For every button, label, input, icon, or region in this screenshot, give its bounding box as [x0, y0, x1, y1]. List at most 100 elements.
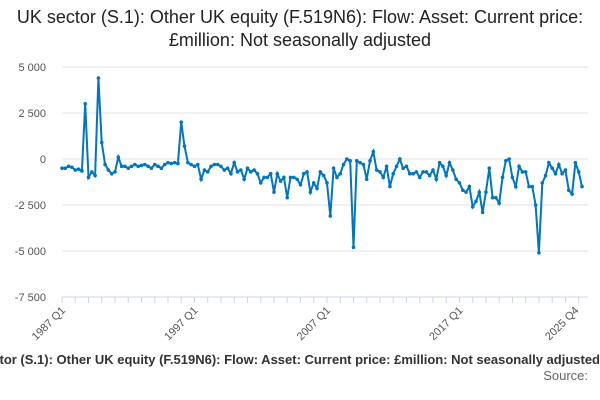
data-point	[560, 171, 564, 176]
data-point	[354, 159, 359, 163]
data-point	[451, 168, 455, 172]
data-point	[500, 175, 505, 180]
source-label: Source:	[543, 368, 588, 383]
data-point	[99, 140, 104, 145]
data-point	[388, 184, 392, 189]
data-point	[434, 177, 439, 182]
data-point	[255, 171, 260, 176]
data-point	[116, 155, 121, 159]
data-point	[361, 162, 366, 167]
data-point	[550, 166, 554, 170]
data-point	[381, 175, 386, 180]
data-point	[351, 245, 356, 250]
data-point	[490, 195, 495, 200]
data-point	[295, 177, 299, 182]
x-tick-label: 2007 Q1	[295, 305, 333, 343]
data-point	[83, 102, 87, 106]
data-point	[268, 171, 273, 176]
data-point	[288, 175, 293, 180]
data-point	[378, 170, 382, 174]
data-point	[315, 186, 319, 191]
data-point	[437, 160, 442, 165]
data-point	[186, 160, 190, 165]
data-point	[139, 163, 144, 168]
data-point	[136, 164, 140, 169]
data-point	[96, 76, 101, 80]
data-point	[484, 190, 488, 194]
data-point	[401, 166, 405, 170]
data-point	[66, 164, 71, 169]
data-point	[305, 170, 309, 174]
x-tick-label: 1997 Q1	[162, 305, 200, 343]
data-point	[421, 170, 425, 174]
data-point	[169, 161, 174, 166]
data-point	[119, 164, 124, 169]
data-point	[523, 170, 528, 174]
x-tick-label: 2017 Q1	[427, 305, 465, 343]
data-point	[457, 181, 462, 185]
data-point	[517, 164, 521, 169]
y-tick-label: 2 500	[18, 108, 46, 120]
data-point	[212, 162, 217, 167]
data-point	[282, 175, 286, 180]
data-point	[427, 173, 432, 178]
data-point	[374, 168, 379, 172]
data-point	[563, 168, 568, 172]
data-point	[146, 164, 150, 169]
data-point	[63, 166, 68, 170]
data-point	[275, 171, 280, 176]
data-point	[338, 171, 343, 176]
data-point	[328, 214, 333, 218]
data-point	[245, 166, 250, 170]
data-point	[358, 160, 362, 165]
data-point	[189, 162, 193, 167]
data-point	[129, 164, 134, 169]
data-point	[239, 168, 243, 172]
data-point	[325, 181, 329, 185]
data-point	[179, 120, 184, 124]
data-point	[431, 168, 435, 172]
data-point	[470, 205, 475, 209]
data-point	[368, 159, 372, 163]
data-point	[76, 167, 81, 171]
data-point	[272, 190, 276, 194]
data-point	[398, 157, 402, 161]
data-point	[467, 184, 472, 189]
data-point	[199, 177, 203, 182]
data-point	[308, 190, 313, 194]
data-point	[444, 173, 449, 178]
data-point	[156, 164, 160, 169]
data-point	[176, 161, 180, 166]
data-point	[123, 164, 127, 169]
data-point	[232, 160, 237, 165]
data-point	[311, 181, 316, 185]
data-point	[292, 175, 296, 180]
data-point	[477, 190, 482, 194]
data-point	[504, 159, 508, 163]
data-point	[262, 175, 266, 180]
data-point	[143, 162, 147, 167]
data-point	[298, 182, 303, 187]
data-point	[394, 164, 399, 169]
data-point	[441, 164, 445, 169]
data-point	[414, 170, 419, 174]
chart-title: UK sector (S.1): Other UK equity (F.519N…	[16, 7, 584, 50]
data-point	[580, 184, 584, 189]
data-point	[487, 166, 492, 170]
data-point	[219, 164, 223, 169]
data-point	[90, 170, 94, 174]
data-point	[411, 171, 415, 176]
data-point	[497, 201, 501, 205]
data-point	[192, 164, 197, 169]
data-point	[335, 175, 339, 180]
data-point	[371, 149, 376, 154]
data-point	[152, 162, 157, 167]
data-point	[494, 195, 498, 200]
data-point	[424, 170, 429, 174]
data-point	[195, 162, 200, 167]
data-point	[540, 181, 545, 185]
data-point	[215, 162, 220, 167]
data-point	[464, 190, 468, 194]
data-point	[86, 175, 91, 180]
